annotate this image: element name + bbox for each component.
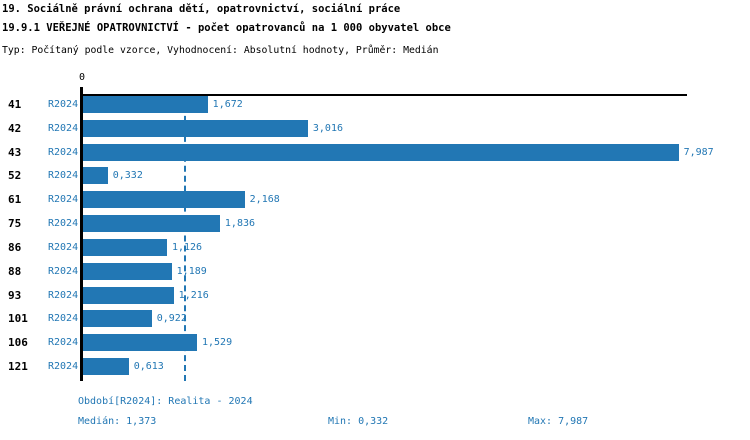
row-series-label: R2024 bbox=[48, 313, 79, 325]
row-series-label: R2024 bbox=[48, 337, 79, 349]
chart-meta-line: Typ: Počítaný podle vzorce, Vyhodnocení:… bbox=[2, 45, 439, 56]
bar bbox=[83, 191, 245, 209]
bar bbox=[83, 119, 308, 137]
row-series-label: R2024 bbox=[48, 122, 79, 134]
bar bbox=[83, 143, 679, 161]
bar-value-label: 3,016 bbox=[312, 122, 343, 134]
bar bbox=[83, 238, 167, 256]
median-reference-line bbox=[183, 96, 186, 381]
bar bbox=[83, 286, 174, 304]
row-category-label: 106 bbox=[8, 336, 28, 350]
row-category-label: 88 bbox=[8, 264, 22, 278]
chart-title: 19. Sociálně právní ochrana dětí, opatro… bbox=[2, 3, 401, 15]
y-axis-line bbox=[80, 87, 83, 381]
bar bbox=[83, 215, 220, 233]
footer-median-label: Medián: 1,373 bbox=[78, 416, 157, 427]
bar bbox=[83, 310, 152, 328]
row-category-label: 86 bbox=[8, 240, 22, 254]
bar-value-label: 1,189 bbox=[176, 265, 207, 277]
bar bbox=[83, 96, 208, 113]
row-category-label: 52 bbox=[8, 169, 22, 183]
row-category-label: 42 bbox=[8, 121, 22, 135]
x-axis-line bbox=[81, 94, 687, 96]
bar-value-label: 1,216 bbox=[178, 289, 209, 301]
bar bbox=[83, 334, 197, 352]
bar bbox=[83, 167, 108, 185]
row-series-label: R2024 bbox=[48, 265, 79, 277]
bar-value-label: 0,922 bbox=[156, 313, 187, 325]
bar-value-label: 1,672 bbox=[212, 99, 243, 110]
bar-value-label: 7,987 bbox=[683, 146, 714, 158]
row-series-label: R2024 bbox=[48, 289, 79, 301]
bar-value-label: 0,332 bbox=[112, 170, 143, 182]
row-category-label: 121 bbox=[8, 360, 28, 374]
row-series-label: R2024 bbox=[48, 194, 79, 206]
row-series-label: R2024 bbox=[48, 218, 79, 230]
row-series-label: R2024 bbox=[48, 99, 79, 110]
row-series-label: R2024 bbox=[48, 170, 79, 182]
bar-value-label: 1,836 bbox=[224, 218, 256, 230]
row-series-label: R2024 bbox=[48, 241, 79, 253]
row-series-label: R2024 bbox=[48, 146, 79, 158]
footer-period-label: Období[R2024]: Realita - 2024 bbox=[78, 396, 253, 407]
bar bbox=[83, 358, 129, 376]
row-category-label: 41 bbox=[8, 98, 22, 111]
bar-value-label: 1,529 bbox=[202, 337, 233, 349]
x-axis-tick-label: 0 bbox=[78, 72, 86, 83]
row-category-label: 61 bbox=[8, 193, 22, 207]
row-category-label: 43 bbox=[8, 145, 22, 159]
bar bbox=[83, 262, 172, 280]
row-category-label: 93 bbox=[8, 288, 22, 302]
row-series-label: R2024 bbox=[48, 361, 79, 373]
row-category-label: 101 bbox=[8, 312, 28, 326]
footer-max-label: Max: 7,987 bbox=[528, 416, 589, 427]
chart-subtitle: 19.9.1 VEŘEJNÉ OPATROVNICTVÍ - počet opa… bbox=[2, 22, 451, 34]
footer-min-label: Min: 0,332 bbox=[328, 416, 389, 427]
bar-value-label: 1,126 bbox=[171, 241, 203, 253]
bar-value-label: 0,613 bbox=[133, 361, 164, 373]
bar-value-label: 2,168 bbox=[249, 194, 280, 206]
row-category-label: 75 bbox=[8, 217, 22, 231]
